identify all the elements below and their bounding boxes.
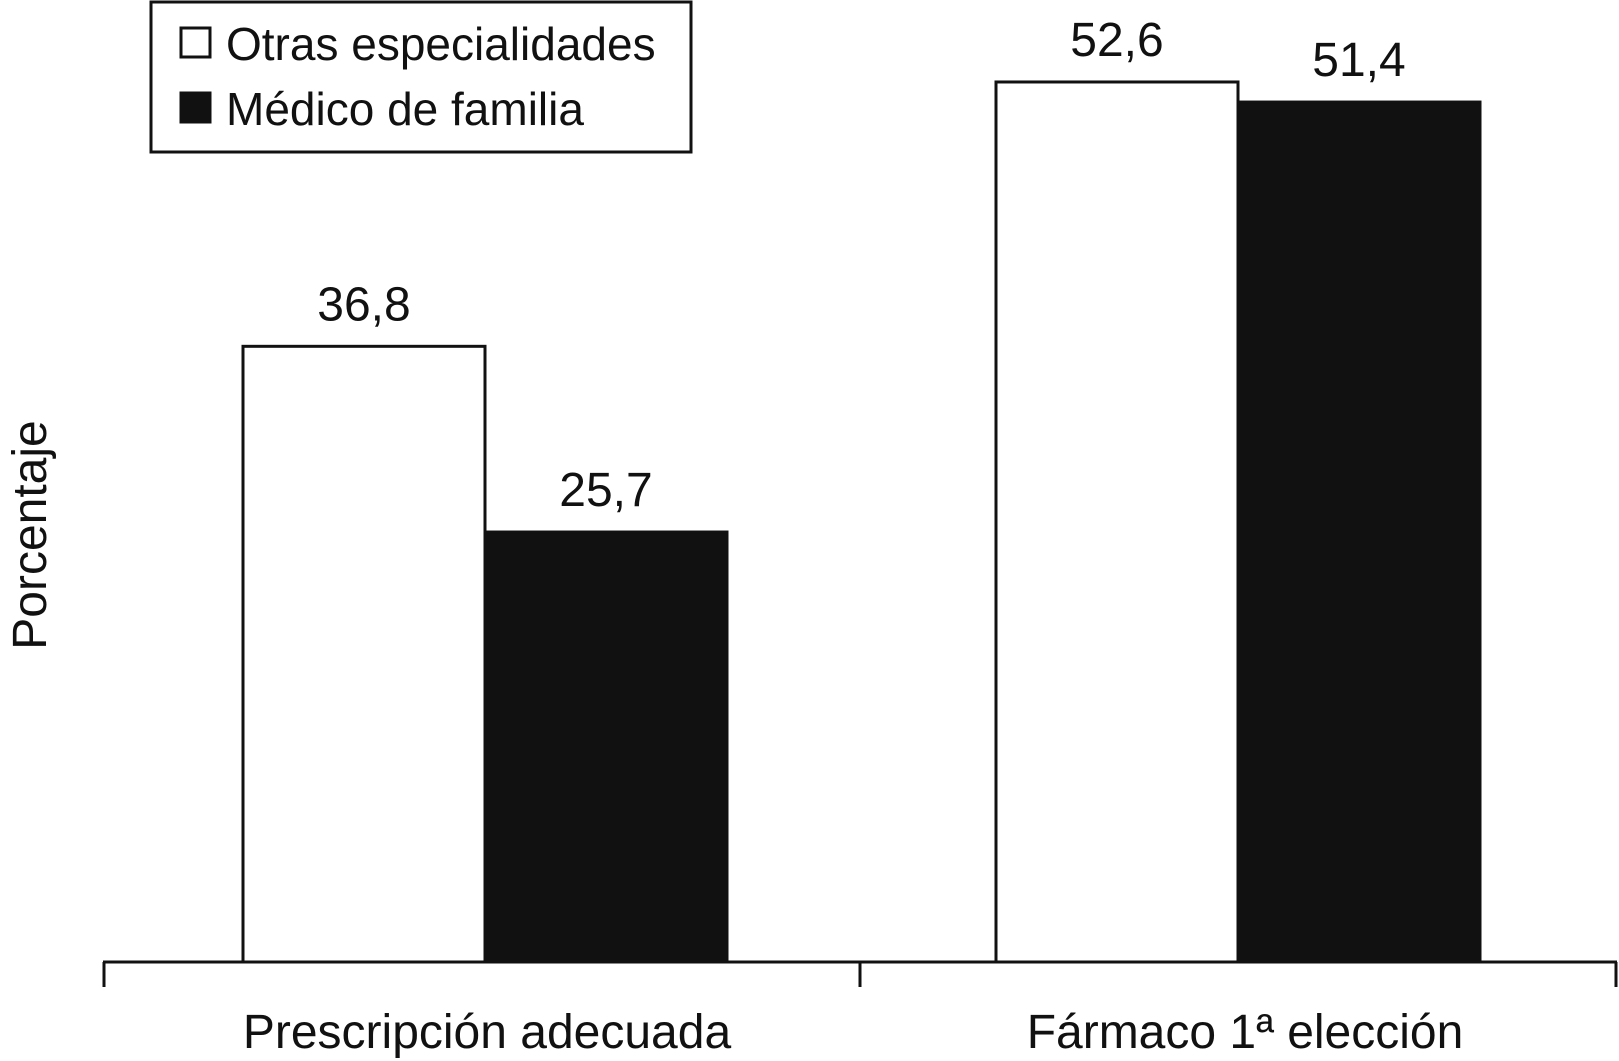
bars-group: [241, 80, 1482, 964]
x-tick-label-farmaco: Fármaco 1ª elección: [1027, 1006, 1464, 1059]
legend: Otras especialidades Médico de familia: [149, 0, 693, 154]
value-labels-group: 36,8 25,7 52,6 51,4: [317, 14, 1405, 517]
x-tick-label-prescripcion: Prescripción adecuada: [243, 1006, 732, 1059]
legend-box: [149, 0, 693, 154]
value-label-otras-especialidades-farmaco-1-eleccion: 52,6: [1070, 14, 1163, 67]
legend-swatch-medico-de-familia: [179, 91, 212, 124]
value-label-otras-especialidades-prescripcion-adecuada: 36,8: [317, 278, 410, 331]
bar-medico-de-familia-farmaco-1-eleccion: [1236, 100, 1482, 964]
value-label-medico-de-familia-prescripcion-adecuada: 25,7: [559, 464, 652, 517]
bar-medico-de-familia-prescripcion-adecuada: [483, 530, 729, 964]
value-label-medico-de-familia-farmaco-1-eleccion: 51,4: [1312, 34, 1405, 87]
bar-otras-especialidades-prescripcion-adecuada: [241, 344, 487, 964]
legend-swatch-otras-especialidades: [179, 26, 212, 59]
y-axis-label: Porcentaje: [4, 420, 57, 649]
legend-label-otras-especialidades: Otras especialidades: [226, 18, 656, 70]
legend-label-medico-de-familia: Médico de familia: [226, 83, 584, 135]
bar-otras-especialidades-farmaco-1-eleccion: [994, 80, 1240, 964]
